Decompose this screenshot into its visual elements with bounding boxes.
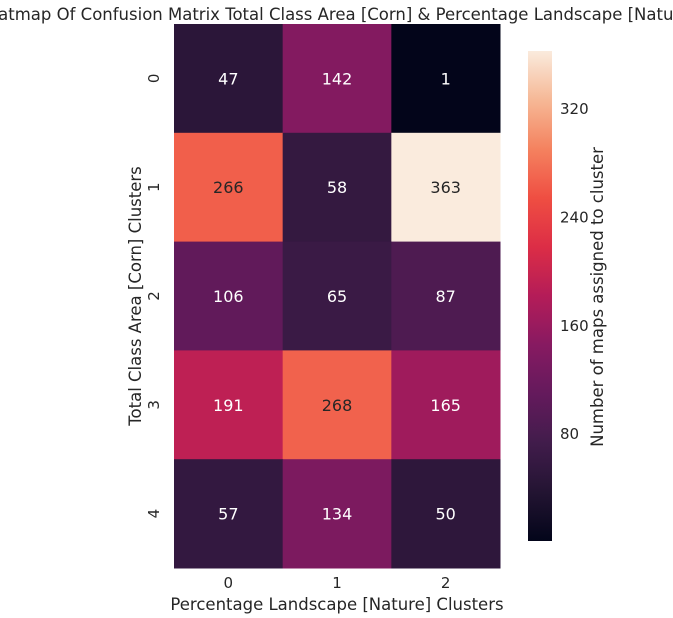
cell-value-r1-c1: 58 <box>327 178 347 197</box>
cell-value-r4-c0: 57 <box>218 505 238 524</box>
cell-value-r3-c0: 191 <box>213 396 244 415</box>
colorbar-tick-80: 80 <box>560 425 579 443</box>
x-axis-ticks: 0 1 2 <box>224 574 451 592</box>
cell-value-r3-c1: 268 <box>322 396 353 415</box>
x-axis-label: Percentage Landscape [Nature] Clusters <box>170 595 503 614</box>
y-tick-label-1: 1 <box>145 182 163 192</box>
chart-title: Heatmap Of Confusion Matrix Total Class … <box>0 5 673 24</box>
cell-value-r0-c1: 142 <box>322 69 353 88</box>
cell-value-r0-c0: 47 <box>218 69 238 88</box>
cell-value-r3-c2: 165 <box>430 396 461 415</box>
colorbar-tick-320: 320 <box>560 100 589 118</box>
y-axis-label: Total Class Area [Corn] Clusters <box>126 166 145 427</box>
cell-value-r1-c2: 363 <box>430 178 461 197</box>
cell-value-r4-c1: 134 <box>322 505 353 524</box>
colorbar-ticks: 80 160 240 320 <box>560 100 589 443</box>
colorbar <box>528 51 552 541</box>
cell-value-r2-c2: 87 <box>435 287 455 306</box>
cell-value-r2-c1: 65 <box>327 287 347 306</box>
cell-value-r1-c0: 266 <box>213 178 244 197</box>
cell-value-r4-c2: 50 <box>435 505 455 524</box>
colorbar-tick-160: 160 <box>560 317 589 335</box>
y-tick-label-3: 3 <box>145 400 163 410</box>
cell-value-r2-c0: 106 <box>213 287 244 306</box>
x-tick-label-2: 2 <box>441 574 451 592</box>
colorbar-tick-240: 240 <box>560 208 589 226</box>
y-tick-label-4: 4 <box>145 509 163 519</box>
x-tick-label-0: 0 <box>224 574 234 592</box>
cell-value-r0-c2: 1 <box>441 69 451 88</box>
x-tick-label-1: 1 <box>332 574 342 592</box>
colorbar-label: Number of maps assigned to cluster <box>588 147 607 447</box>
y-tick-label-2: 2 <box>145 291 163 301</box>
y-tick-label-0: 0 <box>145 74 163 84</box>
y-axis-ticks: 0 1 2 3 4 <box>145 74 163 519</box>
